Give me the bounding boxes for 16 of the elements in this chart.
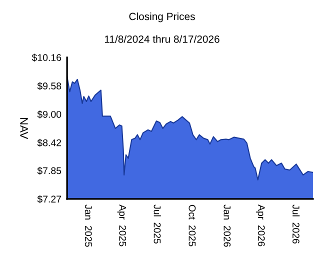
y-axis-title: NAV (20, 118, 28, 140)
x-tick-label: Apr 2025 (117, 204, 126, 246)
y-tick-label: $8.42 (37, 138, 62, 147)
x-tick-label: Jan 2025 (84, 204, 92, 247)
y-tick-label: $9.58 (37, 82, 62, 90)
y-tick-label: $9.00 (37, 110, 62, 118)
x-tick-label: Oct 2025 (188, 204, 196, 246)
x-tick-label: Apr 2026 (256, 204, 265, 246)
x-tick-label: Jul 2026 (292, 204, 300, 244)
y-tick-label: $7.27 (37, 195, 62, 204)
y-tick-label: $10.16 (32, 54, 62, 62)
y-tick-label: $7.85 (37, 166, 62, 175)
x-tick-label: Jan 2026 (224, 204, 231, 247)
chart-title: Closing Prices (129, 12, 195, 22)
chart-subtitle: 11/8/2024 thru 8/17/2026 (104, 35, 220, 43)
x-tick-label: Jul 2025 (154, 204, 161, 244)
